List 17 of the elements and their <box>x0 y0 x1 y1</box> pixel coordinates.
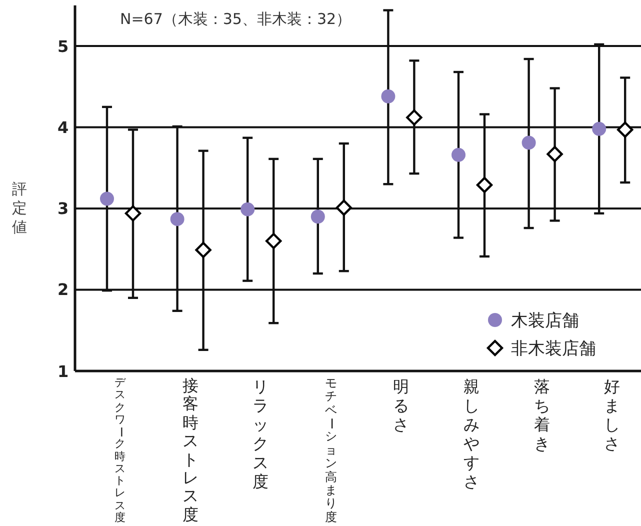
x-tick-label: 親しみやすさ <box>464 377 480 491</box>
x-tick-label: 接客時ストレス度 <box>182 376 198 524</box>
y-tick-label: 2 <box>58 280 69 300</box>
x-tick-label: リラックス度 <box>252 377 269 491</box>
y-tick-label: 3 <box>58 199 69 218</box>
x-tick-label: 明るさ <box>393 377 410 434</box>
y-tick-label: 5 <box>58 36 69 56</box>
y-axis-title: 評定値 <box>12 180 27 237</box>
x-tick-label: 好ましさ <box>604 377 620 453</box>
y-tick-label: 4 <box>58 118 69 137</box>
y-tick-label: 1 <box>58 362 69 380</box>
legend-label: 非木装店舗 <box>511 338 596 360</box>
chart-title: N=67（木装：35、非木装：32） <box>120 10 352 29</box>
category-label: モチベーション高まり度 <box>324 376 339 524</box>
x-tick-label: 落ち着き <box>534 377 550 453</box>
legend-label: 木装店舗 <box>511 310 579 332</box>
category-label: デスクワーク時ストレス度 <box>114 376 128 524</box>
